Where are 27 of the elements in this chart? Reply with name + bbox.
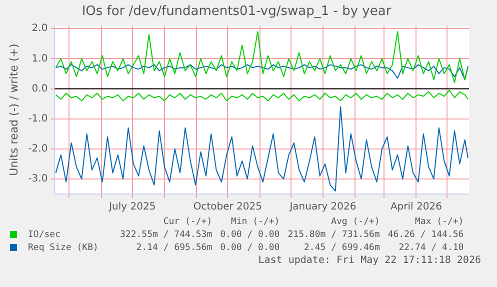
text: Max (-/+) [414,216,464,228]
y-tick-label: -3.0 [28,174,48,185]
text: 2.45 / 699.46m [303,242,380,254]
text: 0.00 / 0.00 [220,242,280,254]
y-tick-label: 0.0 [32,83,48,94]
text: Cur (-/+) [162,216,212,228]
y-tick-label: 2.0 [32,23,48,34]
x-tick-label: July 2025 [108,202,156,213]
text: Last update: Fri May 22 17:11:18 2026 [257,254,482,267]
text: Min (-/+) [230,216,280,228]
y-axis-title: Units read (-) / write (+) [7,44,20,176]
chart-title: IOs for /dev/fundaments01-vg/swap_1 - by year [82,4,392,20]
text: 215.80m / 731.56m [288,229,380,241]
y-tick-label: -1.0 [28,113,48,124]
text: 46.26 / 144.56 [388,229,464,241]
text: 0.00 / 0.00 [220,229,280,241]
legend-label: IO/sec [28,229,62,241]
x-tick-label: January 2026 [288,202,356,213]
y-tick-label: 1.0 [32,53,48,64]
y-tick-label: -2.0 [28,143,48,154]
x-tick-label: April 2026 [390,202,442,213]
legend-label: Req Size (KB) [28,242,100,254]
text: Avg (-/+) [330,216,380,228]
text: 22.74 / 4.10 [398,242,464,254]
text: 322.55m / 744.53m [120,229,212,241]
x-tick-label: October 2025 [193,202,262,213]
text: 2.14 / 695.56m [135,242,212,254]
